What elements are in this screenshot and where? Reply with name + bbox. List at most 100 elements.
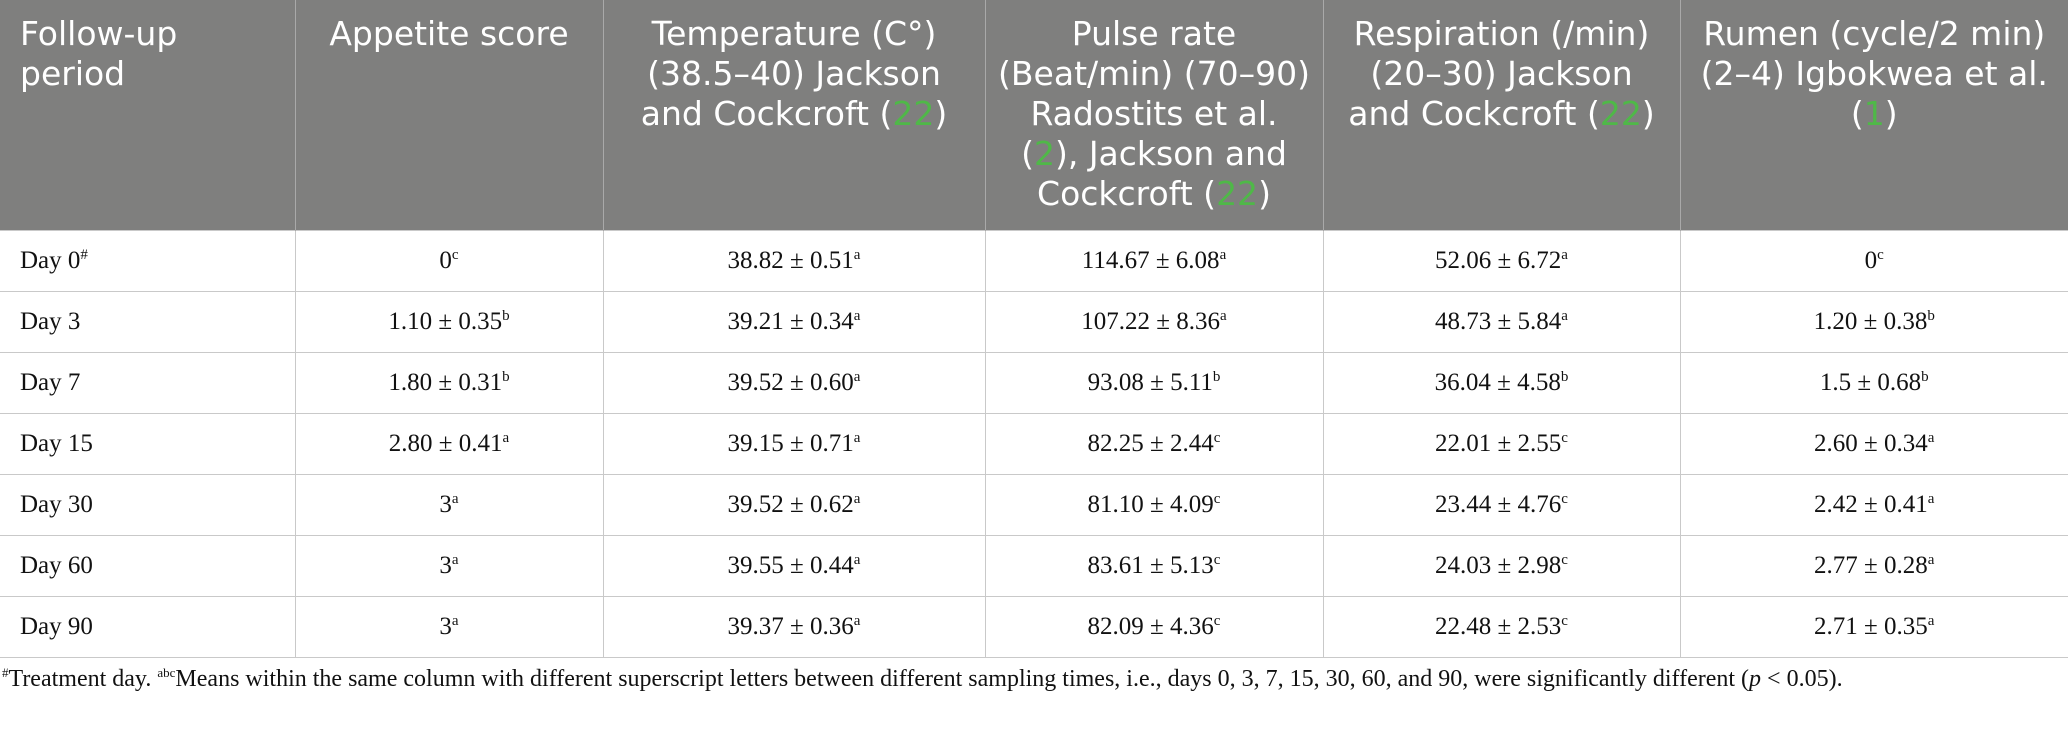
cell-text: 39.37 ± 0.36 xyxy=(727,612,854,640)
superscript: a xyxy=(502,429,510,446)
table-cell: 24.03 ± 2.98c xyxy=(1322,534,1681,597)
superscript: a xyxy=(1220,307,1227,324)
table-cell: 2.71 ± 0.35a xyxy=(1679,595,2068,658)
table-cell: 83.61 ± 5.13c xyxy=(984,534,1324,597)
superscript: a xyxy=(451,490,459,507)
cell-text: 52.06 ± 6.72 xyxy=(1435,246,1562,274)
superscript: c xyxy=(1213,612,1221,629)
superscript: c xyxy=(1561,429,1568,446)
table-cell: 107.22 ± 8.36a xyxy=(984,290,1324,353)
cell-text: 39.52 ± 0.60 xyxy=(727,368,854,396)
superscript: c xyxy=(1561,612,1568,629)
superscript: c xyxy=(1213,429,1221,446)
superscript: a xyxy=(1219,246,1227,263)
table-cell: 2.80 ± 0.41a xyxy=(294,412,604,475)
superscript: a xyxy=(853,246,861,263)
cell-text: Day 15 xyxy=(20,429,93,457)
table-row: Day 0# 0c 38.82 ± 0.51a 114.67 ± 6.08a 52.06… xyxy=(0,229,2068,292)
cell-text: 48.73 ± 5.84 xyxy=(1435,307,1562,335)
table-cell: 3a xyxy=(294,534,604,597)
reference: 2 xyxy=(1033,134,1055,173)
reference: 22 xyxy=(892,94,935,133)
data-table: Follow-up period Appetite score Temperatur… xyxy=(0,0,2068,658)
cell-text: 22.48 ± 2.53 xyxy=(1435,612,1562,640)
text: Appetite score xyxy=(329,14,569,53)
reference: 1 xyxy=(1863,94,1885,133)
superscript: a xyxy=(1927,490,1935,507)
text: Respiration (/min) (20–30) Jackson and C… xyxy=(1348,14,1650,133)
table-cell: 22.01 ± 2.55c xyxy=(1322,412,1681,475)
row-label: Day 0# xyxy=(0,229,296,292)
text: Rumen (cycle/2 min) (2–4) Igbokwea et al… xyxy=(1700,14,2048,133)
cell-text: 3 xyxy=(439,490,452,518)
superscript: b xyxy=(1927,307,1935,324)
superscript: b xyxy=(1921,368,1929,385)
text: ), Jackson and Cockcroft ( xyxy=(1037,134,1287,213)
table-row: Day 90 3a 39.37 ± 0.36a 82.09 ± 4.36c 22.48 … xyxy=(0,595,2068,658)
cell-text: 1.10 ± 0.35 xyxy=(388,307,503,335)
table-cell: 82.25 ± 2.44c xyxy=(984,412,1324,475)
table-cell: 3a xyxy=(294,473,604,536)
text: Means within the same column with differ… xyxy=(175,665,1750,692)
cell-text: Day 90 xyxy=(20,612,93,640)
superscript: a xyxy=(853,551,861,568)
table-row: Day 30 3a 39.52 ± 0.62a 81.10 ± 4.09c 23.44 … xyxy=(0,473,2068,536)
superscript: a xyxy=(853,612,861,629)
table-cell: 2.60 ± 0.34a xyxy=(1679,412,2068,475)
row-label: Day 15 xyxy=(0,412,296,475)
table-cell: 1.5 ± 0.68b xyxy=(1679,351,2068,414)
table-cell: 0c xyxy=(294,229,604,292)
table-cell: 36.04 ± 4.58b xyxy=(1322,351,1681,414)
superscript: a xyxy=(1927,551,1935,568)
cell-text: 82.09 ± 4.36 xyxy=(1087,612,1214,640)
cell-text: 3 xyxy=(439,612,452,640)
footnote: #Treatment day. abcMeans within the same… xyxy=(0,658,2068,693)
row-label: Day 90 xyxy=(0,595,296,658)
header-cell: Respiration (/min) (20–30) Jackson and C… xyxy=(1322,0,1680,230)
cell-text: 2.71 ± 0.35 xyxy=(1814,612,1928,640)
superscript: b xyxy=(502,368,510,385)
superscript: b xyxy=(1212,368,1221,385)
cell-text: 2.77 ± 0.28 xyxy=(1814,551,1928,579)
table-cell: 82.09 ± 4.36c xyxy=(984,595,1324,658)
header-cell: Follow-up period xyxy=(0,0,295,230)
text: ) xyxy=(934,94,948,133)
superscript: a xyxy=(853,307,861,324)
table-cell: 39.52 ± 0.62a xyxy=(602,473,986,536)
table-row: Day 60 3a 39.55 ± 0.44a 83.61 ± 5.13c 24.03 … xyxy=(0,534,2068,597)
row-label: Day 3 xyxy=(0,290,296,353)
table-cell: 2.42 ± 0.41a xyxy=(1679,473,2068,536)
table-cell: 1.20 ± 0.38b xyxy=(1679,290,2068,353)
table-cell: 23.44 ± 4.76c xyxy=(1322,473,1681,536)
cell-text: 93.08 ± 5.11 xyxy=(1087,368,1213,396)
superscript: a xyxy=(451,612,459,629)
cell-text: 23.44 ± 4.76 xyxy=(1435,490,1562,518)
superscript: b xyxy=(502,307,510,324)
table-cell: 39.37 ± 0.36a xyxy=(602,595,986,658)
superscript: c xyxy=(1561,490,1568,507)
superscript: c xyxy=(451,246,459,263)
table-cell: 22.48 ± 2.53c xyxy=(1322,595,1681,658)
header-cell: Appetite score xyxy=(294,0,603,230)
header-cell: Temperature (C°) (38.5–40) Jackson and C… xyxy=(602,0,985,230)
cell-text: 3 xyxy=(439,551,452,579)
cell-text: 2.80 ± 0.41 xyxy=(388,429,503,457)
superscript: # xyxy=(80,246,88,263)
superscript: a xyxy=(853,490,861,507)
text: ) xyxy=(1884,94,1898,133)
cell-text: 39.55 ± 0.44 xyxy=(727,551,854,579)
reference: 22 xyxy=(1216,174,1259,213)
cell-text: 81.10 ± 4.09 xyxy=(1087,490,1214,518)
cell-text: 82.25 ± 2.44 xyxy=(1087,429,1214,457)
cell-text: 39.52 ± 0.62 xyxy=(727,490,854,518)
cell-text: 38.82 ± 0.51 xyxy=(727,246,854,274)
table-row: Day 7 1.80 ± 0.31b 39.52 ± 0.60a 93.08 ± 5.… xyxy=(0,351,2068,414)
table-cell: 1.10 ± 0.35b xyxy=(294,290,604,353)
table-body: Day 0# 0c 38.82 ± 0.51a 114.67 ± 6.08a 52.06… xyxy=(0,229,2068,658)
header-row: Follow-up period Appetite score Temperatur… xyxy=(0,0,2068,230)
superscript: a xyxy=(1927,612,1935,629)
cell-text: 39.21 ± 0.34 xyxy=(727,307,854,335)
superscript: # xyxy=(2,664,9,680)
superscript: a xyxy=(451,551,459,568)
text: Follow-up period xyxy=(20,14,178,93)
